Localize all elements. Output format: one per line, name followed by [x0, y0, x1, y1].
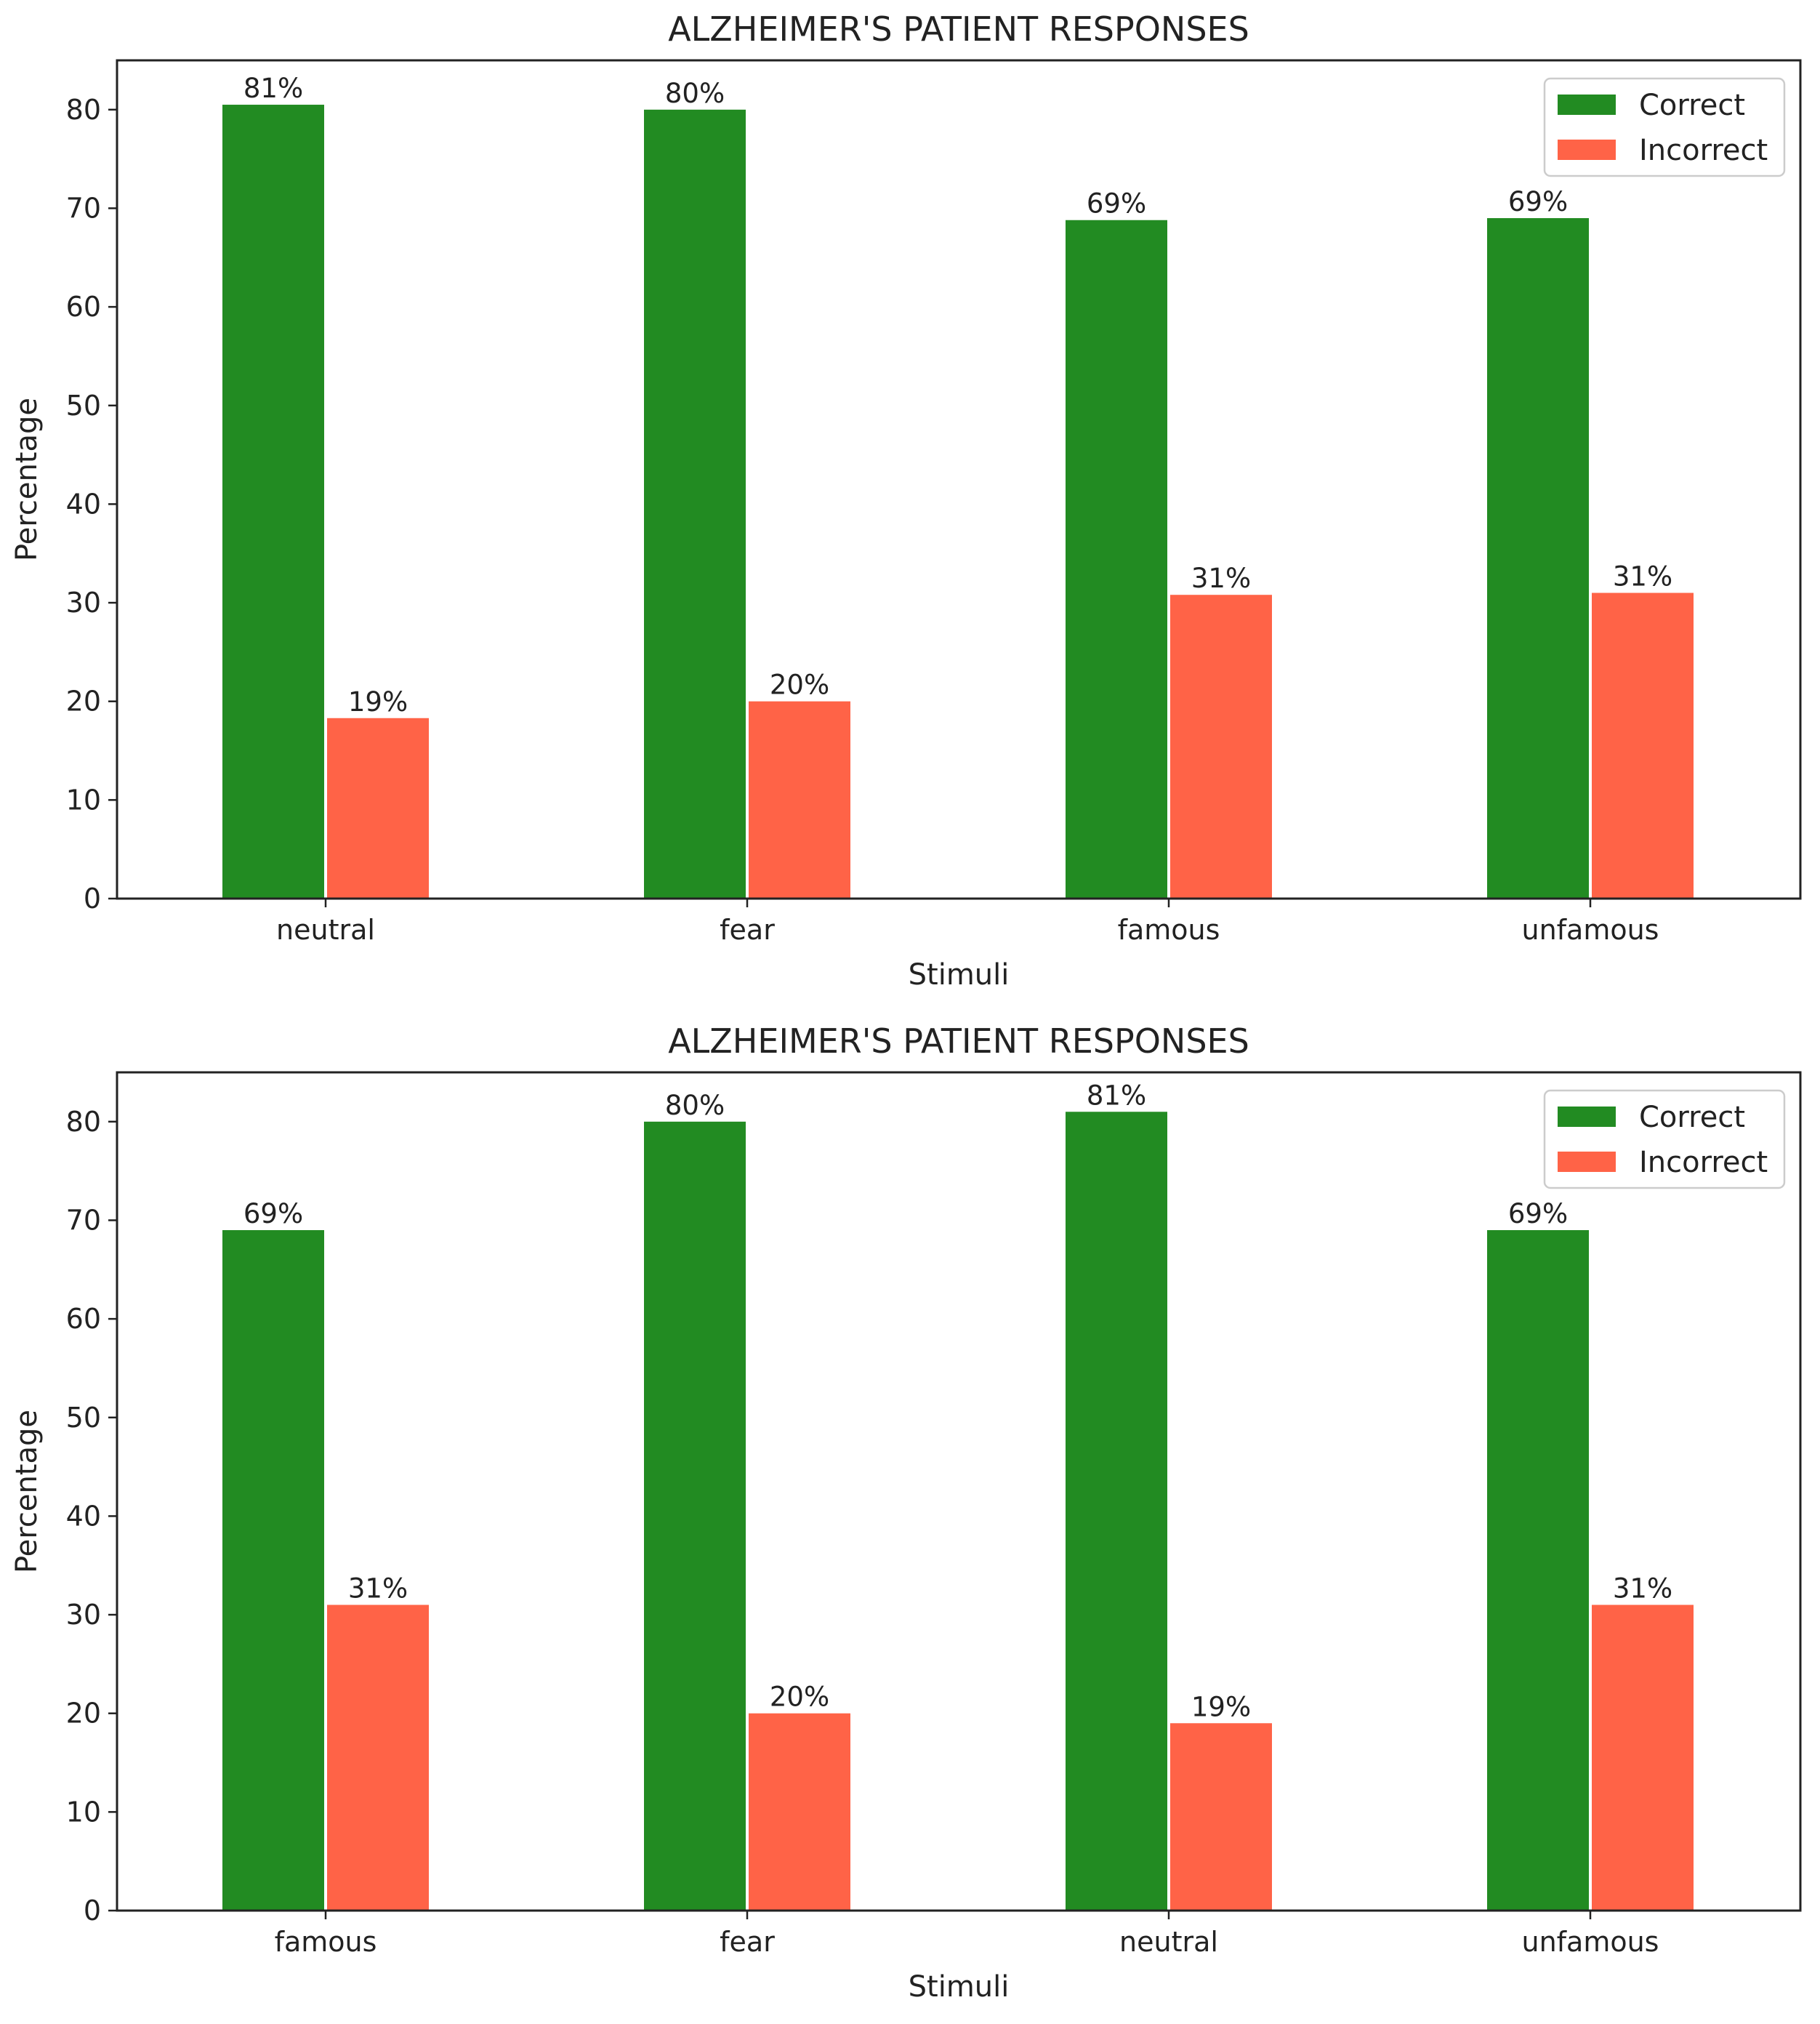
data-label-correct-fear: 80% — [665, 1090, 725, 1121]
y-tick-label: 50 — [66, 1402, 101, 1434]
y-tick-label: 0 — [84, 883, 101, 915]
x-tick-label-fear: fear — [720, 1926, 775, 1958]
y-tick-label: 0 — [84, 1895, 101, 1927]
legend-label-incorrect: Incorrect — [1639, 1146, 1768, 1179]
y-axis-label: Percentage — [10, 398, 44, 561]
x-tick-label-unfamous: unfamous — [1522, 914, 1659, 946]
y-tick-label: 40 — [66, 1500, 101, 1532]
y-tick-label: 20 — [66, 686, 101, 718]
bar-incorrect-neutral — [1170, 1723, 1272, 1911]
y-tick-label: 50 — [66, 390, 101, 422]
data-label-correct-famous: 69% — [1087, 188, 1146, 220]
data-label-correct-fear: 80% — [665, 78, 725, 109]
bar-incorrect-unfamous — [1592, 593, 1694, 899]
legend-label-correct: Correct — [1639, 89, 1745, 122]
data-label-incorrect-fear: 20% — [770, 1682, 829, 1713]
x-axis-label: Stimuli — [909, 958, 1010, 992]
data-label-correct-unfamous: 69% — [1508, 1198, 1568, 1229]
legend: Correct Incorrect — [1543, 1089, 1786, 1189]
axes-frame — [116, 59, 1802, 900]
data-label-incorrect-neutral: 19% — [1191, 1691, 1251, 1722]
y-tick-label: 20 — [66, 1698, 101, 1730]
bar-correct-fear — [644, 109, 746, 899]
y-tick-label: 30 — [66, 1599, 101, 1631]
legend-label-incorrect: Incorrect — [1639, 134, 1768, 167]
y-tick-label: 70 — [66, 192, 101, 224]
bar-incorrect-neutral — [327, 718, 429, 899]
y-axis-label: Percentage — [10, 1410, 44, 1573]
legend: Correct Incorrect — [1543, 77, 1786, 177]
data-label-incorrect-unfamous: 31% — [1613, 561, 1672, 592]
data-label-incorrect-fear: 20% — [770, 670, 829, 701]
bar-incorrect-fear — [749, 701, 850, 899]
chart-panel-bottom: ALZHEIMER'S PATIENT RESPONSES famous 69% 31… — [0, 1012, 1820, 2024]
bar-incorrect-fear — [749, 1713, 850, 1911]
y-tick-label: 30 — [66, 587, 101, 619]
legend-label-correct: Correct — [1639, 1101, 1745, 1134]
x-tick-label-fear: fear — [720, 914, 775, 946]
legend-swatch-incorrect — [1558, 1152, 1616, 1172]
data-label-correct-neutral: 81% — [243, 73, 303, 104]
bar-correct-unfamous — [1487, 1230, 1589, 1911]
bar-incorrect-unfamous — [1592, 1605, 1694, 1911]
data-label-correct-famous: 69% — [243, 1198, 303, 1229]
bar-incorrect-famous — [327, 1605, 429, 1911]
y-tick-label: 10 — [66, 784, 101, 816]
data-label-incorrect-neutral: 19% — [348, 686, 408, 718]
bar-correct-neutral — [222, 105, 324, 899]
y-tick-label: 80 — [66, 1106, 101, 1138]
x-tick-label-unfamous: unfamous — [1522, 1926, 1659, 1958]
y-tick-label: 10 — [66, 1796, 101, 1828]
data-label-incorrect-famous: 31% — [1191, 563, 1251, 594]
bar-correct-famous — [222, 1230, 324, 1911]
bar-correct-unfamous — [1487, 218, 1589, 899]
chart-title: ALZHEIMER'S PATIENT RESPONSES — [668, 1021, 1249, 1061]
chart-panel-top: ALZHEIMER'S PATIENT RESPONSES neutral 81% 1… — [10, 9, 1802, 992]
bar-correct-fear — [644, 1121, 746, 1911]
data-label-incorrect-unfamous: 31% — [1613, 1573, 1672, 1604]
x-tick-label-neutral: neutral — [276, 914, 375, 946]
data-label-correct-unfamous: 69% — [1508, 186, 1568, 217]
bar-correct-famous — [1066, 220, 1167, 899]
y-tick-label: 40 — [66, 488, 101, 520]
chart-title: ALZHEIMER'S PATIENT RESPONSES — [668, 9, 1249, 49]
bar-correct-neutral — [1066, 1112, 1167, 1911]
y-tick-label: 70 — [66, 1204, 101, 1236]
legend-swatch-correct — [1558, 1107, 1616, 1127]
data-label-incorrect-famous: 31% — [348, 1573, 408, 1604]
legend-swatch-incorrect — [1558, 140, 1616, 160]
y-tick-label: 80 — [66, 94, 101, 126]
bar-chart-top: ALZHEIMER'S PATIENT RESPONSES neutral 81% 1… — [10, 9, 1802, 992]
data-label-correct-neutral: 81% — [1087, 1080, 1146, 1111]
x-axis-label: Stimuli — [909, 1970, 1010, 2004]
y-tick-label: 60 — [66, 291, 101, 323]
x-tick-label-famous: famous — [1118, 914, 1220, 946]
bar-chart-bottom: ALZHEIMER'S PATIENT RESPONSES famous 69% 31… — [10, 1021, 1802, 2004]
axes-frame — [116, 1071, 1802, 1912]
x-tick-label-famous: famous — [275, 1926, 377, 1958]
x-tick-label-neutral: neutral — [1119, 1926, 1218, 1958]
bar-incorrect-famous — [1170, 595, 1272, 899]
y-tick-label: 60 — [66, 1303, 101, 1335]
legend-swatch-correct — [1558, 95, 1616, 115]
